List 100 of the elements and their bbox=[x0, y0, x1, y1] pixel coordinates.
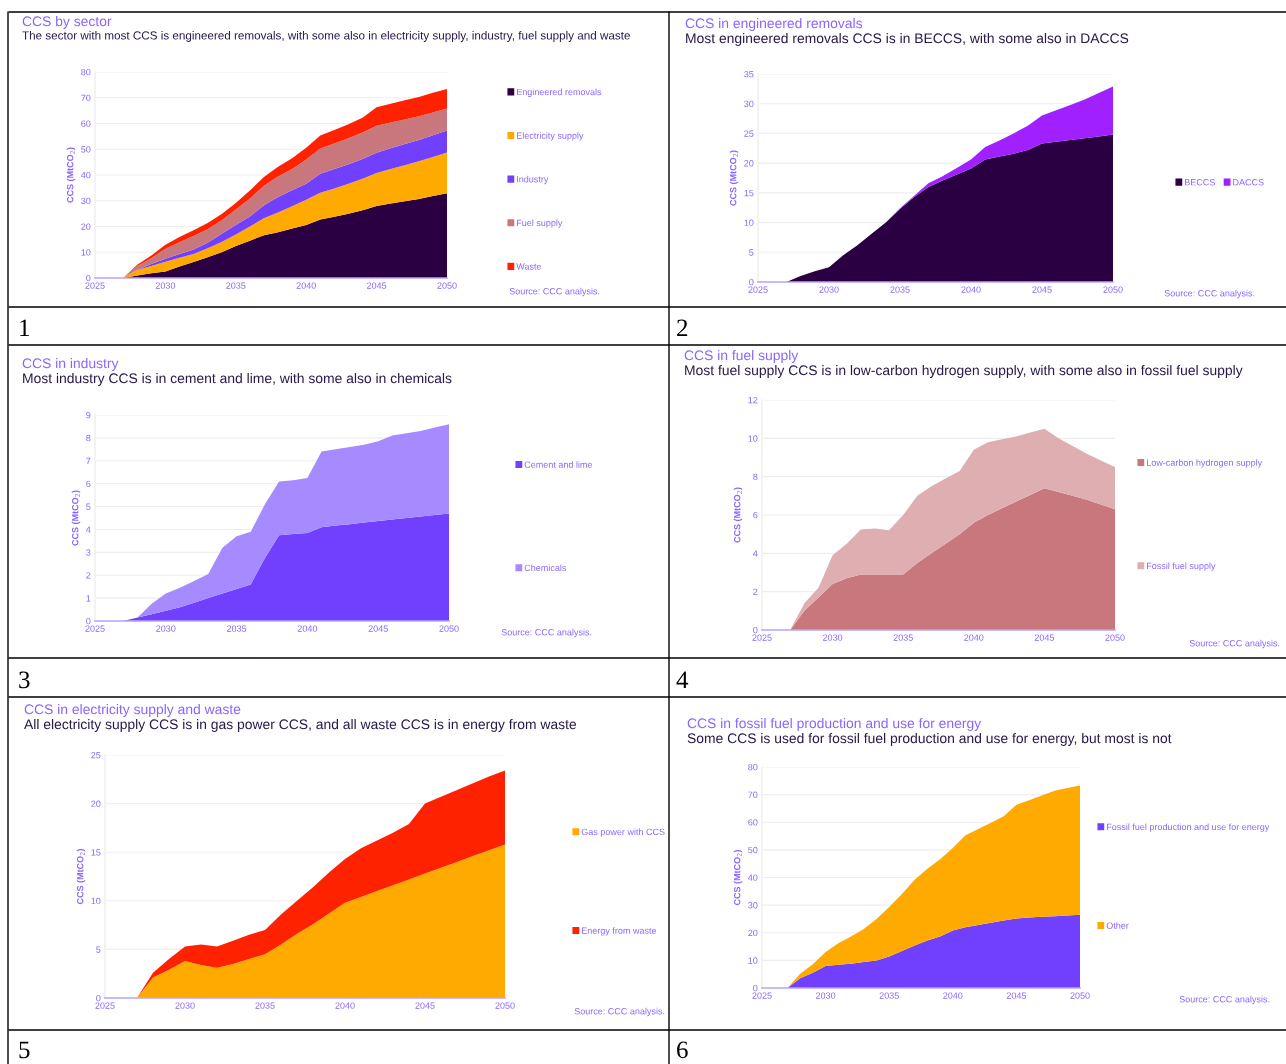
y-axis-title: CCS (MtCO$_{2}$) bbox=[71, 490, 81, 546]
x-tick-label: 2045 bbox=[1034, 634, 1055, 641]
y-axis-title: CCS (MtCO$_{2}$) bbox=[733, 849, 743, 906]
x-tick-label: 2035 bbox=[255, 1002, 275, 1009]
y-tick-label: 0 bbox=[753, 626, 758, 634]
source-note: Source: CCC analysis. bbox=[1189, 639, 1280, 649]
text: 2 bbox=[677, 319, 688, 337]
y-tick-label: 30 bbox=[744, 100, 754, 108]
y-tick-label: 40 bbox=[748, 874, 758, 881]
y-tick-label: 20 bbox=[744, 160, 754, 167]
y-tick-label: 30 bbox=[748, 902, 758, 909]
y-tick-label: 4 bbox=[86, 526, 91, 533]
chart-subtitle: Most industry CCS is in cement and lime, with some also in chemicals bbox=[23, 373, 452, 386]
y-tick-label: 12 bbox=[748, 396, 758, 404]
x-tick-label: 2040 bbox=[961, 286, 981, 293]
x-tick-label: 2035 bbox=[226, 282, 246, 289]
chart-subtitle: Some CCS is used for fossil fuel production and use for energy, but most is not bbox=[687, 733, 1172, 746]
legend-label: BECCS bbox=[1184, 179, 1215, 186]
y-tick-label: 0 bbox=[96, 994, 101, 1002]
x-tick-label: 2040 bbox=[943, 992, 963, 999]
x-tick-label: 2035 bbox=[890, 286, 910, 293]
x-tick-label: 2040 bbox=[335, 1002, 355, 1009]
chart-subtitle: Most fuel supply CCS is in low-carbon hydrogen supply, with some also in fossil fuel supply bbox=[685, 365, 1243, 378]
y-tick-label: 30 bbox=[81, 197, 91, 205]
y-tick-label: 80 bbox=[81, 68, 91, 76]
legend-label: Low-carbon hydrogen supply bbox=[1146, 459, 1263, 468]
y-tick-label: 5 bbox=[86, 503, 91, 510]
x-tick-label: 2030 bbox=[819, 286, 839, 293]
y-tick-label: 20 bbox=[91, 800, 101, 807]
y-tick-label: 1 bbox=[86, 595, 91, 602]
text: 1 bbox=[20, 319, 29, 337]
text: 5 bbox=[19, 1041, 30, 1059]
y-tick-label: 3 bbox=[86, 549, 91, 556]
y-tick-label: 5 bbox=[749, 249, 754, 256]
chart-subtitle: All electricity supply CCS is in gas power CCS, and all waste CCS is in energy from waste bbox=[24, 719, 577, 732]
y-tick-label: 10 bbox=[748, 435, 758, 442]
y-tick-label: 10 bbox=[744, 219, 754, 226]
source-note: Source: CCC analysis. bbox=[1164, 289, 1255, 299]
legend-label: Cement and lime bbox=[524, 461, 593, 468]
y-tick-label: 25 bbox=[744, 130, 754, 137]
chart-title: CCS in fuel supply bbox=[684, 350, 799, 363]
legend-label: Waste bbox=[516, 263, 542, 270]
y-tick-label: 50 bbox=[81, 146, 91, 153]
x-tick-label: 2035 bbox=[879, 992, 899, 999]
y-tick-label: 7 bbox=[86, 457, 91, 465]
y-tick-label: 20 bbox=[81, 223, 91, 230]
chart-title: CCS by sector bbox=[22, 16, 112, 29]
y-tick-label: 15 bbox=[91, 849, 101, 856]
x-tick-label: 2045 bbox=[368, 625, 388, 632]
y-tick-label: 50 bbox=[748, 846, 758, 854]
x-tick-label: 2025 bbox=[752, 634, 772, 641]
x-tick-label: 2025 bbox=[748, 286, 768, 293]
y-tick-label: 70 bbox=[748, 791, 758, 798]
y-tick-label: 10 bbox=[91, 897, 101, 905]
y-tick-label: 9 bbox=[86, 411, 91, 419]
text: 3 bbox=[19, 671, 30, 689]
chart-title: CCS in engineered removals bbox=[685, 18, 863, 31]
x-tick-label: 2040 bbox=[297, 625, 318, 632]
x-tick-label: 2035 bbox=[893, 634, 913, 641]
x-tick-label: 2025 bbox=[85, 282, 105, 289]
x-tick-label: 2050 bbox=[1070, 992, 1090, 999]
legend-label: DACCS bbox=[1233, 179, 1264, 186]
source-note: Source: CCC analysis. bbox=[1179, 995, 1270, 1005]
chart-subtitle: Most engineered removals CCS is in BECCS, with some also in DACCS bbox=[686, 33, 1129, 46]
source-note: Source: CCC analysis. bbox=[501, 628, 592, 638]
y-tick-label: 6 bbox=[86, 480, 91, 488]
chart-title: CCS in fossil fuel production and use for energy bbox=[687, 718, 982, 731]
source-note: Source: CCC analysis. bbox=[574, 1007, 665, 1017]
y-tick-label: 10 bbox=[81, 249, 91, 256]
x-tick-label: 2025 bbox=[95, 1002, 115, 1009]
x-tick-label: 2030 bbox=[816, 992, 836, 999]
legend-label: Fossil fuel supply bbox=[1146, 562, 1216, 571]
x-tick-label: 2030 bbox=[823, 634, 843, 641]
x-tick-label: 2040 bbox=[964, 634, 984, 641]
y-tick-label: 4 bbox=[753, 550, 758, 557]
legend-label: Fuel supply bbox=[516, 219, 563, 228]
x-tick-label: 2045 bbox=[415, 1002, 435, 1009]
chart-title: CCS in electricity supply and waste bbox=[24, 704, 241, 717]
y-tick-label: 60 bbox=[81, 120, 91, 127]
y-tick-label: 0 bbox=[86, 274, 91, 282]
y-tick-label: 0 bbox=[749, 278, 754, 286]
source-note: Source: CCC analysis. bbox=[509, 287, 600, 297]
x-tick-label: 2045 bbox=[1006, 992, 1027, 999]
chart-subtitle: The sector with most CCS is engineered removals, with some also in electricity supply, industry, fuel supply and waste bbox=[22, 31, 630, 42]
y-tick-label: 10 bbox=[748, 957, 758, 964]
y-tick-label: 40 bbox=[81, 171, 91, 179]
x-tick-label: 2025 bbox=[85, 625, 105, 632]
legend-label: Other bbox=[1106, 922, 1129, 929]
y-tick-label: 8 bbox=[753, 473, 758, 481]
y-tick-label: 80 bbox=[748, 763, 758, 771]
x-tick-label: 2050 bbox=[439, 625, 459, 632]
x-tick-label: 2045 bbox=[367, 282, 387, 289]
y-tick-label: 35 bbox=[744, 70, 754, 78]
y-axis-title: CCS (MtCO$_{2}$) bbox=[729, 150, 739, 206]
y-tick-label: 60 bbox=[748, 819, 758, 826]
legend-label: Energy from waste bbox=[581, 927, 657, 936]
y-tick-label: 15 bbox=[744, 189, 754, 197]
legend-label: Chemicals bbox=[524, 564, 567, 572]
x-tick-label: 2035 bbox=[227, 625, 247, 632]
legend-label: Fossil fuel production and use for energy bbox=[1106, 823, 1270, 832]
